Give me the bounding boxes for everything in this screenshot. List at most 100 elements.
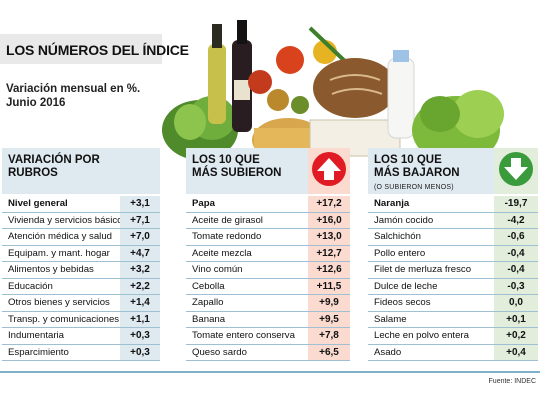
source-credit: Fuente: INDEC: [488, 378, 536, 385]
row-label: Alimentos y bebidas: [8, 264, 94, 276]
table-row: Tomate redondo +13,0: [186, 229, 350, 246]
row-value: +3,2: [120, 262, 160, 278]
table-row: Equipam. y mant. hogar +4,7: [2, 245, 160, 262]
bajaron-note: (O SUBIERON MENOS): [374, 184, 454, 191]
page-title: LOS NÚMEROS DEL ÍNDICE: [6, 42, 189, 58]
table-row: Jamón cocido -4,2: [368, 212, 538, 229]
rubros-heading-line-2: RUBROS: [8, 167, 58, 179]
table-row: Atención médica y salud +7,0: [2, 229, 160, 246]
row-label: Vino común: [192, 264, 243, 276]
table-row: Vino común +12,6: [186, 262, 350, 279]
row-value: +11,5: [308, 278, 350, 294]
subtitle: Variación mensual en %. Junio 2016: [6, 82, 140, 110]
row-value: +6,5: [308, 344, 350, 360]
table-row: Aceite de girasol +16,0: [186, 212, 350, 229]
row-value: +9,9: [308, 295, 350, 311]
table-row: Salchichón -0,6: [368, 229, 538, 246]
row-label: Equipam. y mant. hogar: [8, 247, 110, 259]
row-label: Nivel general: [8, 198, 68, 210]
row-value: +7,0: [120, 229, 160, 245]
row-value: +3,1: [120, 196, 160, 212]
table-row: Leche en polvo entera +0,2: [368, 328, 538, 345]
table-row: Fideos secos 0,0: [368, 295, 538, 312]
row-value: +0,2: [494, 328, 538, 344]
row-label: Filet de merluza fresco: [374, 264, 472, 276]
table-row: Papa +17,2: [186, 196, 350, 213]
subtitle-line-2: Junio 2016: [6, 97, 66, 109]
table-row: Dulce de leche -0,3: [368, 278, 538, 295]
table-row: Indumentaria +0,3: [2, 328, 160, 345]
row-value: +16,0: [308, 212, 350, 228]
arrow-down-icon: [499, 152, 533, 186]
row-value: +17,2: [308, 196, 350, 212]
table-row: Esparcimiento +0,3: [2, 344, 160, 361]
row-value: +0,4: [494, 344, 538, 360]
table-row: Educación +2,2: [2, 278, 160, 295]
bajaron-rows: Naranja -19,7 Jamón cocido -4,2 Salchichón…: [368, 196, 538, 361]
row-value: +4,7: [120, 245, 160, 261]
row-label: Tomate redondo: [192, 231, 262, 243]
rubros-header: VARIACIÓN POR RUBROS: [2, 148, 160, 194]
row-label: Otros bienes y servicios: [8, 297, 110, 309]
row-value: -0,4: [494, 262, 538, 278]
table-row: Naranja -19,7: [368, 196, 538, 213]
row-value: +1,4: [120, 295, 160, 311]
row-label: Vivienda y servicios básicos: [8, 214, 120, 226]
row-value: +9,5: [308, 311, 350, 327]
row-label: Zapallo: [192, 297, 224, 309]
row-label: Papa: [192, 198, 215, 210]
row-label: Indumentaria: [8, 330, 64, 342]
table-row: Zapallo +9,9: [186, 295, 350, 312]
table-row: Aceite mezcla +12,7: [186, 245, 350, 262]
rubros-table: VARIACIÓN POR RUBROS Nivel general +3,1 V…: [2, 148, 160, 364]
row-label: Dulce de leche: [374, 280, 438, 292]
row-value: -0,6: [494, 229, 538, 245]
row-value: -4,2: [494, 212, 538, 228]
table-row: Asado +0,4: [368, 344, 538, 361]
table-row: Salame +0,1: [368, 311, 538, 328]
row-value: +12,6: [308, 262, 350, 278]
row-label: Educación: [8, 280, 53, 292]
subtitle-line-1: Variación mensual en %.: [6, 83, 141, 95]
row-value: +0,3: [120, 328, 160, 344]
table-row: Cebolla +11,5: [186, 278, 350, 295]
row-value: -0,4: [494, 245, 538, 261]
row-value: +12,7: [308, 245, 350, 261]
table-row: Alimentos y bebidas +3,2: [2, 262, 160, 279]
row-label: Pollo entero: [374, 247, 426, 259]
row-value: +7,8: [308, 328, 350, 344]
bajaron-heading-line-2: MÁS BAJARON: [374, 167, 460, 179]
table-row: Otros bienes y servicios +1,4: [2, 295, 160, 312]
bottom-divider: [0, 371, 540, 373]
bajaron-header: LOS 10 QUE MÁS BAJARON (O SUBIERON MENOS…: [368, 148, 538, 194]
row-label: Leche en polvo entera: [374, 330, 469, 342]
groceries-photo: [160, 10, 540, 160]
row-value: -0,3: [494, 278, 538, 294]
table-row: Transp. y comunicaciones +1,1: [2, 311, 160, 328]
rubros-heading-line-1: VARIACIÓN POR: [8, 154, 100, 166]
subieron-table: LOS 10 QUE MÁS SUBIERON Papa +17,2 Aceite…: [186, 148, 350, 364]
table-row: Banana +9,5: [186, 311, 350, 328]
row-label: Aceite mezcla: [192, 247, 252, 259]
row-label: Atención médica y salud: [8, 231, 112, 243]
row-value: +0,3: [120, 344, 160, 360]
row-label: Naranja: [374, 198, 410, 210]
row-value: 0,0: [494, 295, 538, 311]
row-label: Salchichón: [374, 231, 421, 243]
table-row: Tomate entero conserva +7,8: [186, 328, 350, 345]
row-label: Banana: [192, 313, 226, 325]
subieron-header: LOS 10 QUE MÁS SUBIERON: [186, 148, 350, 194]
table-row: Pollo entero -0,4: [368, 245, 538, 262]
table-row: Queso sardo +6,5: [186, 344, 350, 361]
rubros-rows: Nivel general +3,1 Vivienda y servicios b…: [2, 196, 160, 361]
table-row: Filet de merluza fresco -0,4: [368, 262, 538, 279]
title-bar: [0, 34, 162, 64]
bajaron-table: LOS 10 QUE MÁS BAJARON (O SUBIERON MENOS…: [368, 148, 538, 364]
row-label: Esparcimiento: [8, 346, 69, 358]
subieron-heading-line-2: MÁS SUBIERON: [192, 167, 282, 179]
row-value: +13,0: [308, 229, 350, 245]
subieron-rows: Papa +17,2 Aceite de girasol +16,0 Tomate …: [186, 196, 350, 361]
row-label: Jamón cocido: [374, 214, 434, 226]
subieron-heading-line-1: LOS 10 QUE: [192, 154, 260, 166]
table-row: Nivel general +3,1: [2, 196, 160, 213]
